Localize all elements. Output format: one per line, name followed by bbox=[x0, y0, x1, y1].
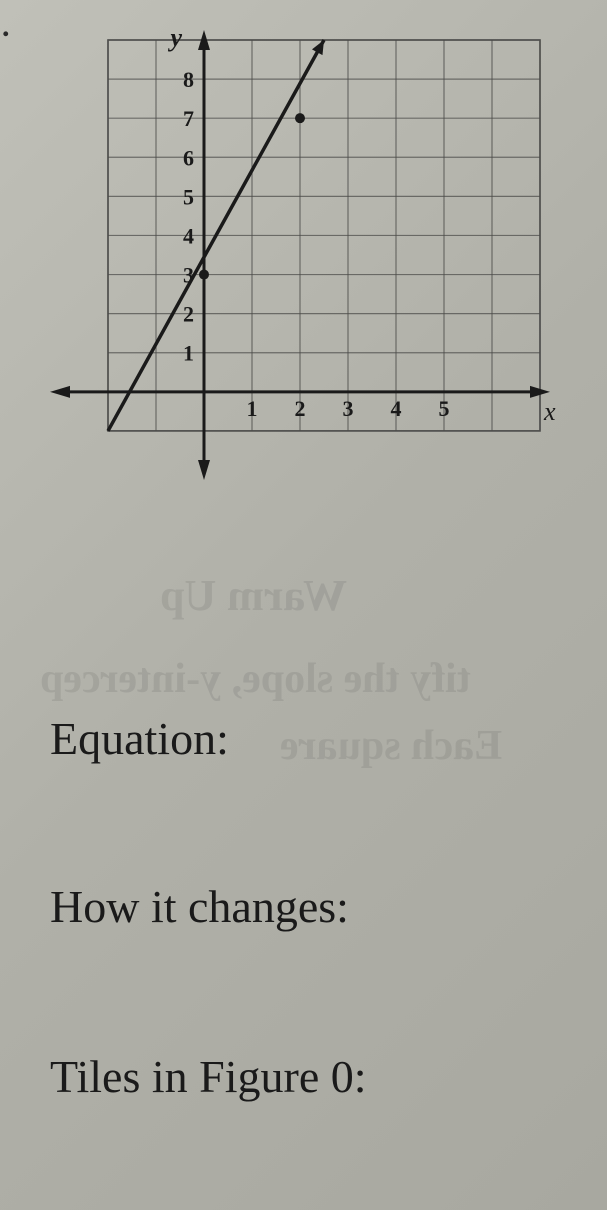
bleed-through-text-1: Warm Up bbox=[160, 570, 347, 621]
svg-text:8: 8 bbox=[183, 67, 194, 92]
bleed-through-text-2: tify the slope, y-intercep bbox=[40, 655, 471, 703]
svg-text:5: 5 bbox=[439, 396, 450, 421]
coordinate-graph: 1234512345678xy bbox=[40, 30, 560, 490]
graph-svg: 1234512345678xy bbox=[40, 30, 560, 490]
svg-text:1: 1 bbox=[247, 396, 258, 421]
svg-text:1: 1 bbox=[183, 341, 194, 366]
question-number: . bbox=[2, 10, 10, 44]
svg-text:4: 4 bbox=[391, 396, 402, 421]
svg-text:y: y bbox=[167, 30, 182, 52]
svg-text:4: 4 bbox=[183, 223, 194, 248]
svg-text:x: x bbox=[543, 397, 556, 426]
bleed-through-text-3: Each square bbox=[280, 722, 502, 770]
prompt-equation: Equation: bbox=[50, 712, 229, 765]
svg-text:7: 7 bbox=[183, 106, 194, 131]
worksheet-page: . 1234512345678xy Warm Up tify the slope… bbox=[0, 0, 607, 1210]
prompt-how-it-changes: How it changes: bbox=[50, 880, 349, 933]
svg-text:6: 6 bbox=[183, 145, 194, 170]
svg-text:2: 2 bbox=[295, 396, 306, 421]
prompt-tiles-figure-0: Tiles in Figure 0: bbox=[50, 1050, 367, 1103]
svg-text:2: 2 bbox=[183, 302, 194, 327]
svg-text:5: 5 bbox=[183, 184, 194, 209]
svg-text:3: 3 bbox=[343, 396, 354, 421]
